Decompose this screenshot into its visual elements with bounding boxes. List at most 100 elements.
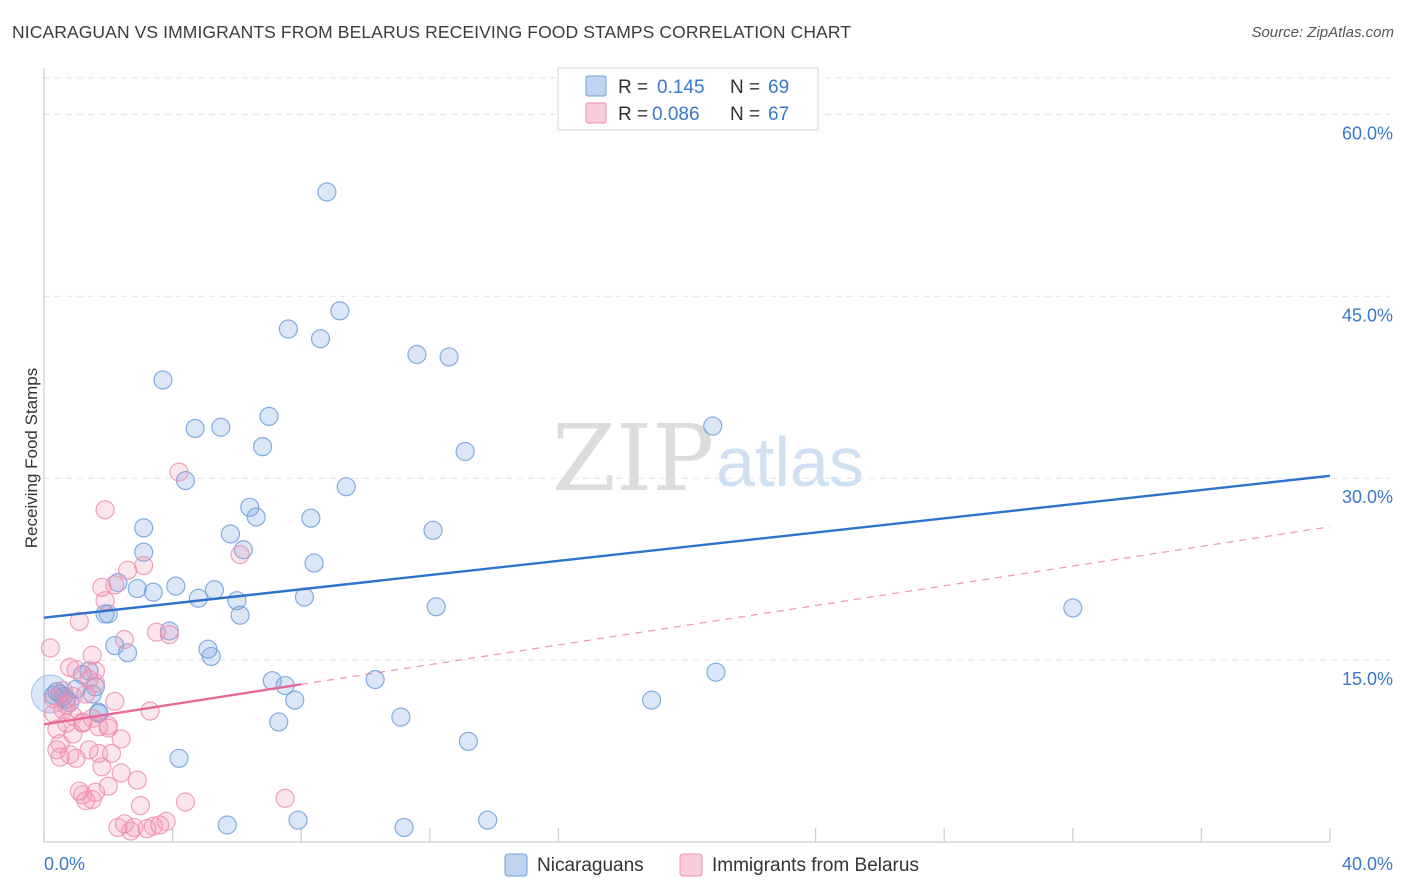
trend-line-belarus xyxy=(43,683,302,726)
legend-r-value: 0.145 xyxy=(657,77,705,98)
y-tick-label: 15.0% xyxy=(1342,669,1393,689)
bottom-legend: Nicaraguans Immigrants from Belarus xyxy=(504,853,919,877)
data-point-nicaraguans xyxy=(458,731,478,751)
data-point-nicaraguans xyxy=(285,690,305,710)
legend-n-label: N = xyxy=(730,104,760,125)
source-label: Source: ZipAtlas.com xyxy=(1251,24,1394,41)
grid-lines xyxy=(44,77,1390,661)
data-point-belarus xyxy=(143,816,163,836)
data-point-belarus xyxy=(69,611,89,631)
data-point-belarus xyxy=(85,673,106,693)
data-point-nicaraguans xyxy=(642,690,662,710)
data-point-nicaraguans xyxy=(153,370,173,390)
watermark: ZIP atlas xyxy=(552,405,864,512)
legend-swatch-pink xyxy=(585,102,607,124)
data-point-nicaraguans xyxy=(455,441,475,462)
data-point-belarus xyxy=(79,740,99,760)
data-point-nicaraguans xyxy=(143,582,163,602)
legend: R = 0.145 N = 69 R = 0.086 N = 67 xyxy=(557,67,819,131)
data-point-nicaraguans xyxy=(127,578,147,599)
data-point-nicaraguans xyxy=(188,588,208,608)
data-point-belarus xyxy=(275,788,295,808)
legend-r-value: 0.086 xyxy=(652,104,700,125)
data-point-nicaraguans xyxy=(365,669,385,690)
data-point-belarus xyxy=(66,660,86,680)
data-point-nicaraguans xyxy=(304,553,324,573)
data-point-belarus xyxy=(105,691,125,711)
data-point-belarus xyxy=(92,757,112,777)
x-tick-label: 40.0% xyxy=(1342,854,1393,874)
data-point-belarus xyxy=(56,695,77,715)
legend-n-label: N = xyxy=(730,77,760,98)
data-point-nicaraguans xyxy=(407,344,427,365)
data-point-belarus xyxy=(98,776,118,796)
data-point-nicaraguans xyxy=(423,520,443,540)
data-point-belarus xyxy=(140,701,160,721)
x-tick-labels: 0.0% 40.0% xyxy=(44,854,1393,874)
data-point-nicaraguans xyxy=(253,437,273,457)
bottom-legend-swatch-nicaraguans xyxy=(504,853,528,877)
data-point-belarus xyxy=(111,729,131,749)
data-point-nicaraguans xyxy=(134,542,154,562)
data-point-belarus xyxy=(117,560,138,580)
watermark-zip: ZIP xyxy=(552,405,714,512)
data-point-nicaraguans xyxy=(703,416,723,436)
legend-n-value: 69 xyxy=(768,77,789,98)
axes xyxy=(43,68,1331,843)
data-point-nicaraguans xyxy=(336,477,356,497)
data-point-nicaraguans xyxy=(134,518,154,538)
chart-title: NICARAGUAN VS IMMIGRANTS FROM BELARUS RE… xyxy=(12,22,852,42)
data-point-nicaraguans xyxy=(211,417,231,437)
data-point-nicaraguans xyxy=(391,707,411,727)
data-point-nicaraguans xyxy=(169,748,189,768)
data-points xyxy=(30,182,1083,841)
data-point-nicaraguans xyxy=(259,406,279,426)
data-point-belarus xyxy=(40,638,61,658)
data-point-belarus xyxy=(108,817,128,838)
data-point-belarus xyxy=(134,555,154,576)
data-point-nicaraguans xyxy=(240,497,260,517)
y-tick-label: 60.0% xyxy=(1342,123,1393,143)
data-point-belarus xyxy=(101,743,122,764)
legend-box xyxy=(557,67,819,131)
bottom-legend-label-belarus: Immigrants from Belarus xyxy=(712,855,919,876)
data-point-belarus xyxy=(82,645,102,665)
data-point-nicaraguans xyxy=(394,817,414,838)
data-point-belarus xyxy=(95,591,115,611)
watermark-atlas: atlas xyxy=(716,423,864,501)
data-point-nicaraguans xyxy=(278,319,298,339)
data-point-nicaraguans xyxy=(220,524,241,544)
y-tick-label: 45.0% xyxy=(1342,305,1393,325)
legend-swatch-blue xyxy=(585,75,607,97)
data-point-belarus xyxy=(159,625,179,645)
data-point-belarus xyxy=(150,815,170,835)
data-point-nicaraguans xyxy=(82,684,102,704)
data-point-nicaraguans xyxy=(330,301,350,321)
data-point-belarus xyxy=(114,814,134,834)
data-point-belarus xyxy=(121,821,141,841)
data-point-belarus xyxy=(98,715,118,736)
legend-r-label: R = xyxy=(618,77,648,98)
trend-lines xyxy=(43,474,1331,726)
data-point-nicaraguans xyxy=(269,712,289,732)
data-point-nicaraguans xyxy=(478,810,498,830)
legend-n-value: 67 xyxy=(768,104,789,125)
data-point-belarus xyxy=(50,734,70,754)
data-point-belarus xyxy=(95,500,115,520)
y-tick-labels: 15.0% 30.0% 45.0% 60.0% xyxy=(1342,123,1393,689)
data-point-belarus xyxy=(130,796,151,816)
data-point-nicaraguans xyxy=(706,662,726,682)
data-point-belarus xyxy=(114,629,134,650)
legend-r-label: R = xyxy=(618,104,648,125)
data-point-belarus xyxy=(53,680,73,701)
data-point-nicaraguans xyxy=(185,418,205,439)
data-point-belarus xyxy=(230,544,250,565)
data-point-nicaraguans xyxy=(310,329,331,349)
x-tick-label: 0.0% xyxy=(44,854,85,874)
trend-line-belarus-extended xyxy=(301,526,1331,685)
data-point-belarus xyxy=(105,575,125,595)
data-point-nicaraguans xyxy=(317,182,337,202)
data-point-belarus xyxy=(175,792,196,812)
data-point-nicaraguans xyxy=(201,646,221,667)
